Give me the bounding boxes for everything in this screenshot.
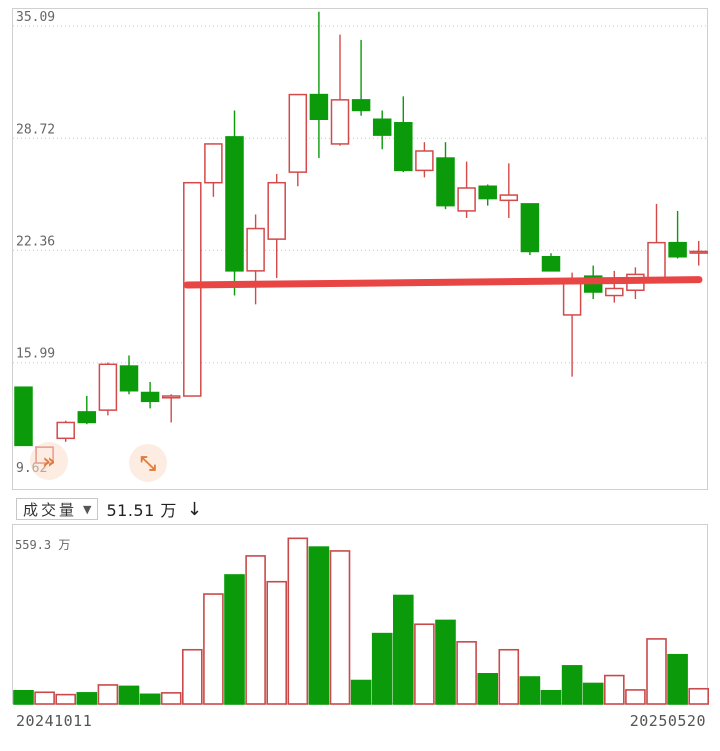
expand-icon[interactable]: ⤡ — [129, 444, 167, 482]
volume-bar — [55, 693, 77, 705]
volume-bar — [182, 648, 203, 705]
volume-bar — [308, 546, 330, 705]
volume-value: 51.51 万 — [106, 501, 177, 520]
candle-body — [330, 99, 350, 145]
candle-body — [183, 181, 202, 397]
volume-bar — [224, 574, 245, 705]
candle-body — [372, 118, 392, 136]
caret-down-icon: ▼ — [83, 502, 92, 516]
candle-body — [14, 386, 33, 447]
volume-chart-svg[interactable]: 559.3 万 — [13, 525, 709, 705]
volume-bar — [13, 690, 34, 705]
candle-body — [478, 185, 497, 200]
volume-max-label: 559.3 万 — [15, 538, 70, 552]
arrow-down-icon: ↓ — [186, 498, 202, 520]
candle-body — [161, 395, 181, 399]
candle-body — [415, 150, 434, 172]
volume-bar — [414, 623, 435, 705]
y-tick-label: 28.72 — [16, 122, 55, 137]
candle-body — [499, 194, 519, 202]
volume-bar — [625, 689, 646, 705]
volume-bar — [350, 679, 372, 705]
indicator-select-label: 成交量 — [23, 500, 78, 519]
volume-bar — [245, 555, 266, 705]
volume-bar — [477, 672, 499, 705]
volume-bar — [160, 692, 182, 705]
volume-bar — [34, 691, 55, 705]
candle-body — [56, 421, 75, 440]
candle-body — [288, 93, 308, 173]
candle-body — [140, 391, 160, 403]
volume-bar — [519, 676, 541, 705]
candle-body — [309, 93, 329, 121]
volume-bar — [392, 594, 414, 705]
volume-bar — [287, 537, 309, 705]
candle-body — [204, 143, 223, 184]
y-tick-label: 22.36 — [16, 234, 55, 249]
candle-body — [394, 122, 413, 172]
volume-bar — [329, 550, 351, 705]
volume-bar — [76, 692, 98, 705]
candle-body — [436, 157, 455, 207]
volume-bar — [688, 687, 709, 705]
candle-body — [267, 181, 286, 240]
candle-body — [541, 256, 561, 272]
candle-body — [225, 136, 244, 272]
candle-body — [119, 365, 139, 392]
volume-bar — [603, 674, 625, 705]
candle-body — [98, 363, 118, 411]
volume-header: 成交量 ▼ 51.51 万 ↓ — [16, 496, 202, 522]
candle-body — [520, 203, 540, 253]
volume-bar — [97, 684, 119, 705]
volume-bar — [561, 665, 583, 705]
y-tick-label: 15.99 — [16, 347, 55, 362]
x-axis-start-label: 20241011 — [16, 712, 93, 730]
candle-body — [689, 250, 708, 254]
candle-body — [457, 187, 476, 212]
volume-bar — [582, 682, 604, 705]
volume-bar — [540, 690, 562, 705]
volume-bar — [646, 638, 667, 705]
volume-bar — [203, 593, 224, 705]
indicator-select[interactable]: 成交量 ▼ — [16, 498, 99, 520]
support-line — [183, 276, 703, 289]
candle-body — [351, 99, 371, 112]
candle-body — [605, 287, 624, 297]
volume-bar — [435, 619, 456, 705]
volume-bar — [266, 580, 287, 705]
volume-bar — [456, 641, 477, 705]
candle-body — [77, 411, 97, 424]
volume-bar — [498, 648, 520, 705]
candle-body — [647, 241, 666, 281]
volume-bar — [139, 693, 161, 705]
candle-body — [668, 241, 687, 258]
y-tick-label: 35.09 — [16, 10, 55, 25]
volume-bar — [118, 685, 140, 705]
candle-body — [246, 227, 265, 272]
volume-bar — [371, 632, 393, 705]
volume-bar — [667, 653, 688, 705]
candle-body — [562, 280, 582, 316]
volume-chart-panel[interactable]: 559.3 万 — [12, 524, 709, 705]
x-axis-end-label: 20250520 — [629, 712, 706, 730]
fast-forward-icon[interactable]: » — [30, 442, 68, 480]
